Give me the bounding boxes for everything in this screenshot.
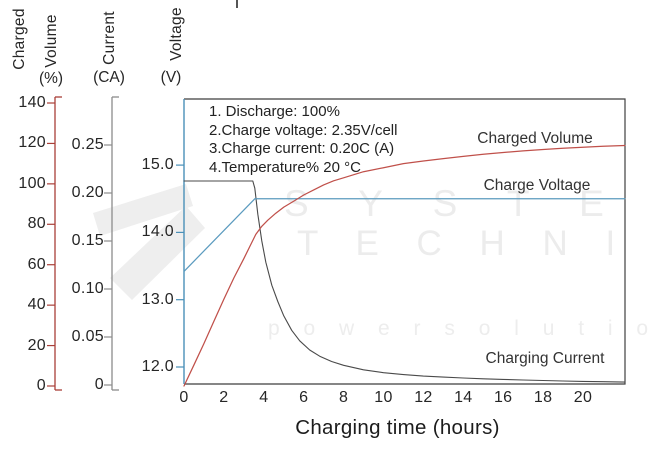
charged-volume-curve-label: Charged Volume — [477, 130, 593, 147]
x-tick-label: 8 — [338, 389, 349, 406]
voltage-tick-label: 14.0 — [141, 223, 174, 241]
volume-tick-label: 20 — [27, 336, 46, 354]
x-axis-title: Charging time (hours) — [295, 416, 500, 439]
annotation-line-3: 3.Charge current: 0.20C (A) — [209, 140, 395, 157]
charging-current-curve — [183, 180, 626, 383]
voltage-axis-unit: (V) — [160, 69, 182, 86]
volume-axis-title-word1: Charged — [11, 8, 28, 70]
x-tick-label: 20 — [573, 389, 593, 406]
volume-tick-label: 120 — [18, 134, 46, 152]
volume-axis-title-word2: Volume — [43, 14, 60, 68]
test-conditions-annotation: 1. Discharge: 100% 2.Charge voltage: 2.3… — [209, 103, 397, 177]
voltage-tick-label: 12.0 — [141, 358, 174, 375]
x-tick-label: 12 — [414, 389, 433, 406]
volume-tick-label: 40 — [27, 296, 46, 314]
watermark-system: S Y S T E M — [284, 183, 649, 224]
current-tick-label: 0.15 — [71, 232, 104, 249]
current-tick-label: 0.20 — [71, 184, 104, 201]
current-axis-title: Current — [101, 11, 118, 65]
voltage-axis-title: Voltage — [168, 7, 185, 61]
annotation-line-4: 4.Temperature% 20 °C — [209, 158, 361, 176]
voltage-tick-label: 13.0 — [141, 290, 174, 308]
volume-tick-label: 60 — [27, 255, 46, 273]
x-tick-label: 10 — [374, 389, 393, 406]
volume-axis-unit: (%) — [38, 70, 64, 87]
watermark-power-solutions: p o w e r s o l u t i o n s — [268, 317, 649, 340]
current-tick-label: 0.25 — [71, 136, 104, 153]
current-axis-unit: (CA) — [93, 69, 125, 86]
watermark-swoosh-leg — [110, 206, 205, 300]
x-tick-label: 6 — [299, 389, 309, 406]
x-tick-label: 4 — [259, 389, 269, 406]
watermark-swoosh-band — [93, 184, 193, 236]
volume-tick-label: 100 — [18, 174, 46, 192]
plot-border — [184, 98, 626, 385]
x-tick-label: 14 — [454, 389, 473, 406]
watermark-technik: T E C H N I K — [297, 224, 649, 263]
current-tick-label: 0.05 — [71, 328, 104, 345]
annotation-line-1: 1. Discharge: 100% — [209, 103, 340, 120]
volume-tick-label: 140 — [18, 94, 46, 111]
x-tick-label: 18 — [533, 389, 553, 406]
current-tick-label: 0.10 — [71, 280, 104, 297]
x-tick-label: 16 — [493, 389, 513, 406]
voltage-tick-label: 15.0 — [141, 156, 174, 174]
charging-current-curve-label: Charging Current — [485, 350, 605, 367]
charge-voltage-curve — [183, 198, 626, 273]
volume-tick-label: 0 — [36, 377, 46, 394]
annotation-line-2: 2.Charge voltage: 2.35V/cell — [209, 121, 398, 139]
current-tick-label: 0 — [94, 376, 104, 393]
cropped-glyph-artifact — [236, 0, 238, 8]
x-tick-label: 2 — [219, 389, 229, 406]
volume-tick-label: 80 — [27, 215, 46, 233]
x-tick-label: 0 — [179, 389, 189, 406]
charged-volume-curve — [183, 144, 626, 387]
charge-voltage-curve-label: Charge Voltage — [483, 177, 591, 194]
